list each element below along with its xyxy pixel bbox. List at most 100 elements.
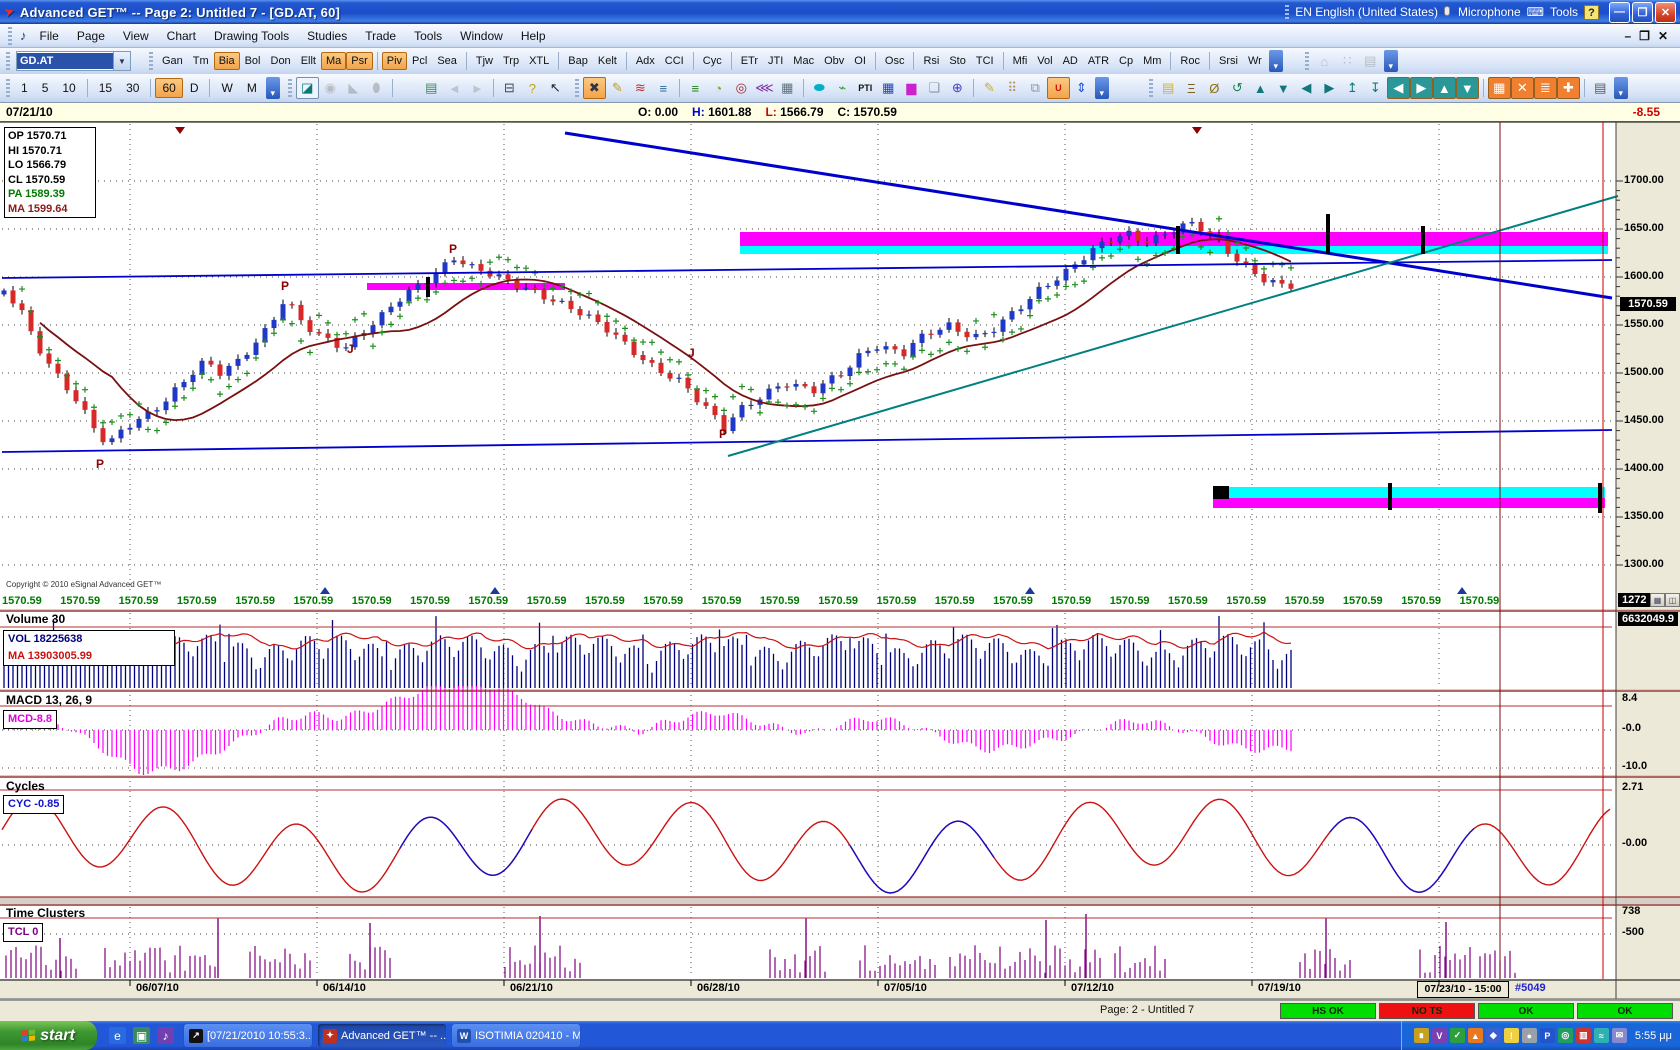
timeframe-button-w[interactable]: W [221,81,233,95]
tray-icon-3[interactable]: ✓ [1449,1028,1465,1043]
menu-window[interactable]: Window [460,28,503,43]
menu-trade[interactable]: Trade [365,28,397,43]
study-button-obv[interactable]: Obv [824,55,845,67]
langbar-help-icon[interactable]: ? [1584,4,1599,20]
blocks-icon[interactable]: ⠿ [1007,80,1018,95]
study-button-tci[interactable]: TCI [975,55,994,67]
start-button[interactable]: start [0,1021,97,1050]
menu-page[interactable]: Page [76,28,105,43]
study-button-atr[interactable]: ATR [1087,55,1110,67]
timeframe-button-60[interactable]: 60 [155,78,183,98]
fib-toggle-icon[interactable]: ≣ [1533,77,1557,99]
step-up-icon[interactable]: ↥ [1346,80,1358,95]
close-button[interactable]: ✕ [1655,1,1676,23]
minimize-button[interactable]: — [1609,1,1630,23]
pan-left-icon[interactable]: ◀ [1386,77,1410,99]
timeframe-button-m[interactable]: M [246,81,257,95]
tray-icon-6[interactable]: ! [1503,1028,1519,1043]
tray-icon-5[interactable]: ◆ [1485,1028,1501,1043]
menu-help[interactable]: Help [520,28,546,43]
shape-icon[interactable]: ◣ [348,80,359,95]
task-button-1[interactable]: ↗ [07/21/2010 10:55:3... [184,1024,312,1047]
symbol-input[interactable]: GD.AT [17,53,113,69]
arrow-up-icon[interactable]: ▲ [1253,80,1267,96]
menu-view[interactable]: View [122,28,149,43]
menu-drawing-tools[interactable]: Drawing Tools [214,28,290,43]
context-help-icon[interactable]: ↖ [549,80,561,95]
time-clock-icon[interactable]: ◔ [714,80,723,96]
open-folder-icon[interactable]: ▤ [1162,80,1175,95]
home-icon[interactable]: ⌂ [1320,53,1329,69]
studies-toolbar-grip[interactable] [149,52,153,70]
study-button-ad[interactable]: AD [1062,55,1078,67]
timeframe-button-d[interactable]: D [189,81,199,95]
expand-vertical-icon[interactable]: ⇕ [1075,80,1087,95]
study-button-cci[interactable]: CCI [664,55,684,67]
arrow-right-icon[interactable]: ▶ [1324,80,1335,95]
balloon-icon[interactable]: ⬮ [372,80,381,95]
langbar-tools-label[interactable]: Tools [1549,5,1578,19]
study-button-pcl[interactable]: Pcl [412,55,428,67]
more-timeframes-icon[interactable]: ▾ [265,77,280,99]
axis-settings-icon[interactable]: ◫ [1665,593,1680,607]
microphone-icon[interactable] [1443,5,1452,19]
menu-tools[interactable]: Tools [414,28,443,43]
show-desktop-icon[interactable]: ▣ [133,1027,150,1044]
symbol-toolbar-grip[interactable] [6,52,10,70]
study-button-xtl[interactable]: XTL [529,55,550,67]
ie-icon[interactable]: e [109,1027,126,1044]
undo-last-icon[interactable]: U [1046,77,1070,99]
more-drawing-icon[interactable]: ▾ [1094,77,1109,99]
study-button-don[interactable]: Don [270,55,291,67]
zoom-in-v-icon[interactable]: ▼ [1455,77,1479,99]
timeframe-grip[interactable] [6,79,10,97]
tray-icon-10[interactable]: ▥ [1575,1028,1591,1043]
more-studies-icon[interactable]: ▾ [1268,50,1283,72]
langbar-grip[interactable] [1285,5,1290,19]
chart-canvas[interactable]: P P J P J P [0,122,1680,1000]
study-button-vol[interactable]: Vol [1037,55,1053,67]
language-label[interactable]: EN English (United States) [1295,5,1438,19]
study-button-kelt[interactable]: Kelt [597,55,617,67]
fan-lines-icon[interactable]: ⋘ [755,80,774,95]
study-button-mm[interactable]: Mm [1143,55,1162,67]
ellipse-tool-icon[interactable]: ⬬ [813,80,825,95]
arrow-down-icon[interactable]: ▼ [1276,80,1290,96]
study-button-gan[interactable]: Gan [162,55,183,67]
grid-orange-icon[interactable]: ▦ [1487,77,1511,99]
tray-icon-9[interactable]: ◎ [1557,1028,1573,1043]
mdi-close-button[interactable]: ✕ [1657,28,1668,43]
study-button-sto[interactable]: Sto [949,55,966,67]
session-icon[interactable]: ∷ [1343,53,1352,68]
pan-right-icon[interactable]: ▶ [1409,77,1433,99]
menu-file[interactable]: File [39,28,59,43]
study-button-jti[interactable]: JTI [768,55,784,67]
retracement-icon[interactable]: ≋ [634,80,646,95]
tray-icon-11[interactable]: ≈ [1593,1028,1609,1043]
back-icon[interactable]: ◄ [447,80,461,96]
tray-icon-2[interactable]: V [1431,1028,1447,1043]
study-button-rsi[interactable]: Rsi [923,55,940,67]
mdi-minimize-button[interactable]: – [1624,28,1632,43]
study-button-piv[interactable]: Piv [381,52,408,70]
study-button-cp[interactable]: Cp [1119,55,1134,67]
forward-icon[interactable]: ► [470,80,484,96]
target-icon[interactable]: ◎ [735,80,747,95]
study-button-adx[interactable]: Adx [635,55,655,67]
notebook-icon[interactable]: ▤ [425,80,438,95]
highlighter-icon[interactable]: ✎ [983,80,995,95]
media-icon[interactable]: ♪ [157,1027,174,1044]
more-window-tools-icon[interactable]: ▾ [1383,50,1398,72]
study-button-psr[interactable]: Psr [346,52,373,70]
study-button-trp[interactable]: Trp [503,55,520,67]
tray-icon-8[interactable]: P [1539,1028,1555,1043]
tray-icon-7[interactable]: ● [1521,1028,1537,1043]
langbar-tools-icon[interactable]: ⌨ [1526,5,1544,19]
menubar-grip[interactable] [8,26,12,45]
menu-chart[interactable]: Chart [166,28,197,43]
study-button-bia[interactable]: Bia [213,52,240,70]
study-button-cyc[interactable]: Cyc [702,55,722,67]
mdi-restore-button[interactable]: ❐ [1639,28,1650,43]
pointer-tool-icon[interactable]: ✖ [582,77,606,99]
study-button-oi[interactable]: OI [854,55,866,67]
